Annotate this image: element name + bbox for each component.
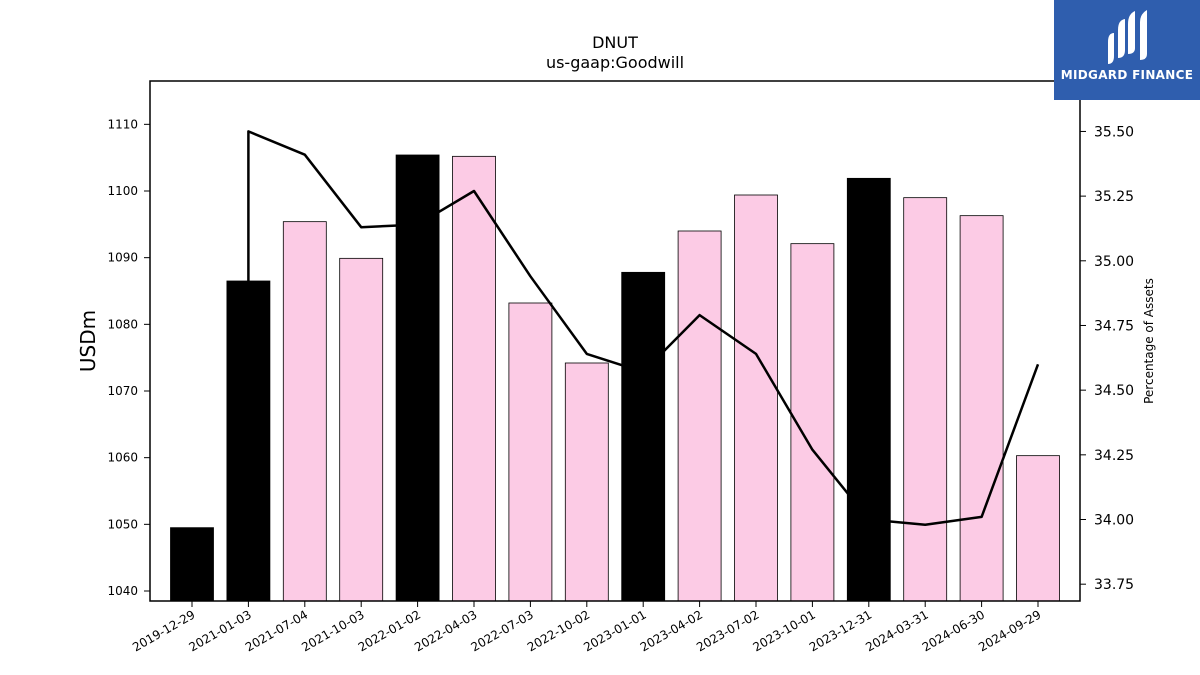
percentage-line [247,130,1040,526]
bar-2022-01-02 [395,154,440,602]
bar-2024-03-31 [903,197,948,602]
y2-tick-label: 35.25 [1094,189,1134,205]
x-tick-label: 2023-12-31 [807,607,874,654]
bar-2023-04-02 [677,230,722,602]
x-tick-label: 2021-07-04 [243,607,310,654]
bar-2023-07-02 [734,194,778,602]
bars-group [170,154,1060,602]
bar-2019-12-29 [170,527,214,602]
bar-2022-10-02 [564,362,609,602]
left-axis-ticks: 1040 1050 1060 1070 1080 1090 1100 1110 [107,117,150,598]
x-tick-label: 2024-09-29 [976,607,1043,654]
bar-2022-04-03 [452,155,496,602]
x-tick-label: 2021-10-03 [299,607,366,654]
bar-2024-09-29 [1016,455,1060,602]
x-tick-label: 2022-07-03 [468,607,535,654]
y-axis-label: USDm [76,310,100,372]
bar-2021-07-04 [282,221,327,602]
right-axis-ticks: 33.75 34.00 34.25 34.50 34.75 35.00 35.25 35.50 [1080,124,1134,593]
x-tick-label: 2022-04-03 [412,607,479,654]
bar-2021-10-03 [339,257,384,602]
y-tick-label: 1050 [107,517,138,531]
y-tick-label: 1040 [107,584,138,598]
midgard-logo-icon [1108,10,1147,64]
x-tick-label: 2024-06-30 [920,607,987,654]
y-tick-label: 1080 [107,317,138,331]
y2-tick-label: 34.75 [1094,318,1134,334]
y2-tick-label: 34.50 [1094,383,1134,399]
x-tick-label: 2022-10-02 [525,607,592,654]
x-tick-label: 2021-01-03 [186,607,253,654]
x-tick-label: 2024-03-31 [863,607,930,654]
y-tick-label: 1100 [107,184,138,198]
x-tick-label: 2023-01-01 [581,607,648,654]
y2-tick-label: 35.00 [1094,254,1134,270]
y-tick-label: 1110 [107,117,138,131]
bar-2023-10-01 [790,243,835,602]
y2-tick-label: 34.00 [1094,513,1134,529]
y2-tick-label: 35.50 [1094,124,1134,140]
y-tick-label: 1060 [107,451,138,465]
bar-2021-01-03 [226,280,271,602]
y2-tick-label: 33.75 [1094,577,1134,593]
midgard-finance-logo: MIDGARD FINANCE [1054,0,1200,100]
y-tick-label: 1070 [107,384,138,398]
bar-2024-06-30 [959,215,1004,602]
x-tick-label: 2019-12-29 [130,607,197,654]
x-tick-label: 2023-04-02 [638,607,705,654]
bar-2023-12-31 [846,177,891,602]
y2-axis-label: Percentage of Assets [1142,278,1156,404]
logo-text: MIDGARD FINANCE [1060,68,1194,82]
x-tick-label: 2022-01-02 [356,607,423,654]
x-tick-label: 2023-07-02 [694,607,761,654]
chart-subtitle: us-gaap:Goodwill [546,53,684,72]
line-layer [247,130,1040,526]
bar-2023-01-01 [621,271,666,602]
chart-title: DNUT [592,33,638,52]
x-tick-label: 2023-10-01 [750,607,817,654]
x-axis-ticks: 2019-12-292021-01-032021-07-042021-10-03… [130,601,1044,654]
y-tick-label: 1090 [107,251,138,265]
y2-tick-label: 34.25 [1094,448,1134,464]
bar-2022-07-03 [508,302,553,602]
plot-frame [149,80,1081,602]
